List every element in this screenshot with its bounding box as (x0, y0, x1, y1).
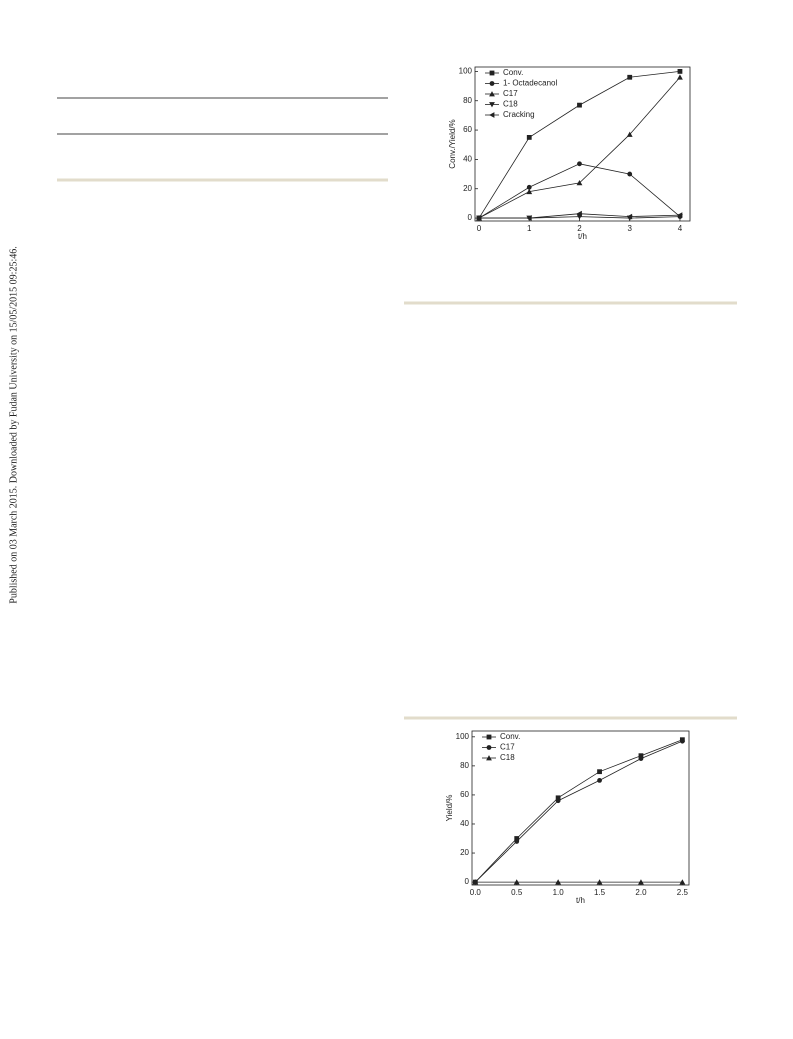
marker (638, 753, 644, 759)
marker (555, 795, 561, 801)
legend-label: C17 (503, 89, 518, 98)
marker (596, 879, 603, 885)
x-tick-label: 0.0 (470, 888, 482, 897)
marker (486, 755, 492, 761)
x-axis-label: t/h (576, 896, 585, 905)
marker (489, 70, 495, 76)
marker (577, 161, 582, 167)
y-tick-label: 20 (460, 848, 469, 857)
legend-label: 1- Octadecanol (503, 79, 557, 88)
legend-label: Conv. (500, 732, 520, 741)
plot-frame (471, 730, 690, 886)
series-line (475, 739, 683, 883)
y-tick-label: 60 (460, 790, 469, 799)
series-line (475, 740, 683, 883)
y-tick-label: 40 (463, 155, 472, 164)
marker (597, 769, 602, 775)
legend-label: C18 (500, 753, 515, 762)
marker (626, 131, 633, 137)
x-tick-label: 2.5 (677, 888, 689, 897)
legend-label: Conv. (503, 68, 523, 77)
marker (514, 836, 520, 841)
marker (679, 879, 686, 885)
x-tick-label: 0.5 (511, 888, 523, 897)
x-tick-label: 1 (527, 224, 532, 233)
marker (526, 184, 532, 190)
x-tick-label: 0 (477, 224, 482, 233)
marker (486, 745, 492, 750)
marker (489, 102, 495, 108)
y-axis-label: Yield/% (445, 795, 454, 822)
x-tick-label: 1.0 (553, 888, 565, 897)
legend-label: C18 (503, 100, 518, 109)
legend-label: Cracking (503, 110, 535, 119)
y-tick-label: 100 (459, 67, 473, 76)
x-tick-label: 2.0 (635, 888, 647, 897)
marker (526, 215, 532, 221)
y-tick-label: 80 (460, 761, 469, 770)
marker (597, 777, 602, 783)
marker (677, 74, 683, 80)
marker (576, 179, 583, 186)
marker (476, 215, 482, 221)
x-tick-label: 1.5 (594, 888, 606, 897)
marker (627, 74, 633, 80)
marker (627, 171, 633, 177)
marker (472, 879, 479, 885)
marker (489, 112, 495, 118)
y-tick-label: 100 (456, 732, 470, 741)
marker (638, 879, 644, 885)
legend-label: C17 (500, 743, 515, 752)
y-tick-label: 60 (463, 125, 472, 134)
marker (555, 879, 562, 885)
marker (489, 81, 495, 86)
y-tick-label: 80 (463, 96, 472, 105)
marker (577, 102, 582, 108)
marker (679, 738, 685, 744)
y-tick-label: 0 (468, 213, 473, 222)
x-tick-label: 4 (678, 224, 683, 233)
marker (576, 210, 582, 217)
plot-frame (474, 66, 691, 222)
marker (677, 69, 683, 74)
marker (555, 798, 561, 804)
y-tick-label: 20 (463, 184, 472, 193)
y-axis-label: Conv./Yield/% (448, 119, 457, 168)
marker (486, 734, 492, 740)
x-tick-label: 2 (577, 224, 582, 233)
y-tick-label: 40 (460, 819, 469, 828)
x-axis-label: t/h (578, 232, 587, 241)
marker (626, 213, 633, 220)
x-tick-label: 3 (627, 224, 632, 233)
y-tick-label: 0 (465, 877, 470, 886)
marker (526, 188, 533, 195)
marker (638, 756, 644, 762)
marker (513, 879, 520, 885)
marker (514, 839, 520, 844)
marker (489, 91, 495, 97)
marker (677, 212, 683, 219)
marker (526, 135, 532, 140)
side-note: Published on 03 March 2015. Downloaded b… (8, 246, 19, 603)
